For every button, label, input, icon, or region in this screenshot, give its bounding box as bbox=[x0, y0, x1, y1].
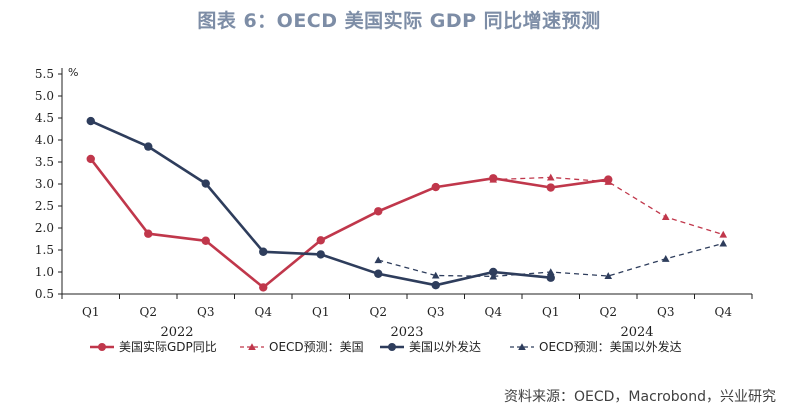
x-tick-label: Q4 bbox=[715, 305, 733, 319]
y-unit-label: % bbox=[68, 66, 78, 79]
legend-marker bbox=[388, 343, 396, 351]
legend-label: 美国实际GDP同比 bbox=[119, 339, 217, 354]
y-tick-label: 3.0 bbox=[35, 177, 54, 191]
y-tick-label: 2.0 bbox=[35, 221, 54, 235]
x-tick-label: Q3 bbox=[427, 305, 444, 319]
y-tick-label: 5.0 bbox=[35, 89, 54, 103]
legend-label: OECD预测：美国 bbox=[269, 340, 364, 354]
series-2 bbox=[489, 173, 728, 238]
data-point bbox=[201, 179, 210, 188]
y-tick-label: 0.5 bbox=[35, 287, 54, 301]
series-4 bbox=[374, 239, 728, 280]
series-1 bbox=[86, 154, 613, 292]
x-tick-label: Q3 bbox=[657, 305, 674, 319]
data-point bbox=[144, 229, 153, 238]
series-layer bbox=[86, 116, 728, 292]
data-point bbox=[489, 272, 498, 280]
data-point bbox=[201, 236, 210, 245]
year-label: 2023 bbox=[390, 325, 423, 340]
year-label: 2022 bbox=[160, 325, 193, 340]
data-point bbox=[316, 236, 325, 245]
legend-item: 美国实际GDP同比 bbox=[90, 339, 217, 354]
x-tick-label: Q2 bbox=[140, 305, 157, 319]
data-point bbox=[316, 250, 325, 259]
data-point bbox=[374, 269, 383, 278]
legend-item: 美国以外发达 bbox=[380, 339, 481, 354]
data-point bbox=[431, 281, 440, 290]
x-tick-label: Q4 bbox=[255, 305, 273, 319]
data-point bbox=[661, 213, 670, 221]
x-tick-label: Q4 bbox=[485, 305, 503, 319]
data-point bbox=[259, 247, 268, 256]
y-tick-label: 5.5 bbox=[35, 67, 54, 81]
data-point bbox=[431, 182, 440, 192]
y-tick-label: 4.5 bbox=[35, 111, 54, 125]
data-point bbox=[259, 283, 268, 292]
data-point bbox=[86, 154, 95, 164]
series-3 bbox=[86, 116, 555, 290]
y-tick-label: 2.5 bbox=[35, 199, 54, 213]
source-note: 资料来源：OECD，Macrobond，兴业研究 bbox=[503, 389, 776, 405]
data-point bbox=[546, 183, 555, 192]
legend-marker bbox=[248, 343, 256, 351]
data-point bbox=[604, 272, 613, 279]
data-point bbox=[431, 271, 440, 279]
series-line bbox=[89, 158, 609, 289]
data-point bbox=[374, 256, 383, 264]
axes: 5.5 5.0 4.5 4.0 3.5 3.0 2.5 2.0 1.5 1.0 0.5% Q1 Q2 Q3… bbox=[35, 66, 753, 340]
legend-marker bbox=[518, 343, 526, 351]
data-point bbox=[86, 116, 95, 126]
data-point bbox=[546, 273, 555, 282]
x-tick-label: Q1 bbox=[542, 305, 559, 319]
data-point bbox=[604, 178, 613, 185]
data-point bbox=[546, 268, 555, 276]
data-point bbox=[546, 173, 555, 181]
data-point bbox=[719, 230, 728, 238]
legend: 美国实际GDP同比 OECD预测：美国 美国以外发达 OECD预测：美国以外发达 bbox=[90, 339, 682, 354]
y-tick-label: 4.0 bbox=[35, 133, 54, 147]
legend-marker bbox=[98, 343, 106, 351]
y-tick-label: 1.5 bbox=[35, 243, 54, 257]
data-point bbox=[719, 239, 728, 247]
y-tick-label: 3.5 bbox=[35, 155, 54, 169]
data-point bbox=[144, 142, 153, 151]
legend-item: OECD预测：美国 bbox=[240, 340, 364, 354]
data-point bbox=[374, 207, 383, 216]
year-label: 2024 bbox=[620, 325, 653, 340]
legend-item: OECD预测：美国以外发达 bbox=[510, 339, 682, 354]
legend-label: 美国以外发达 bbox=[409, 339, 481, 354]
legend-label: OECD预测：美国以外发达 bbox=[539, 339, 682, 354]
x-tick-label: Q2 bbox=[370, 305, 387, 319]
chart-title: 图表 6：OECD 美国实际 GDP 同比增速预测 bbox=[197, 10, 601, 32]
x-tick-label: Q3 bbox=[197, 305, 214, 319]
data-point bbox=[489, 175, 498, 183]
x-tick-label: Q1 bbox=[82, 305, 99, 319]
y-tick-label: 1.0 bbox=[35, 265, 54, 279]
series-line bbox=[90, 119, 551, 287]
x-tick-label: Q1 bbox=[312, 305, 329, 319]
data-point bbox=[661, 255, 670, 262]
data-point bbox=[489, 267, 498, 277]
x-tick-label: Q2 bbox=[600, 305, 617, 319]
series-line bbox=[493, 176, 724, 236]
